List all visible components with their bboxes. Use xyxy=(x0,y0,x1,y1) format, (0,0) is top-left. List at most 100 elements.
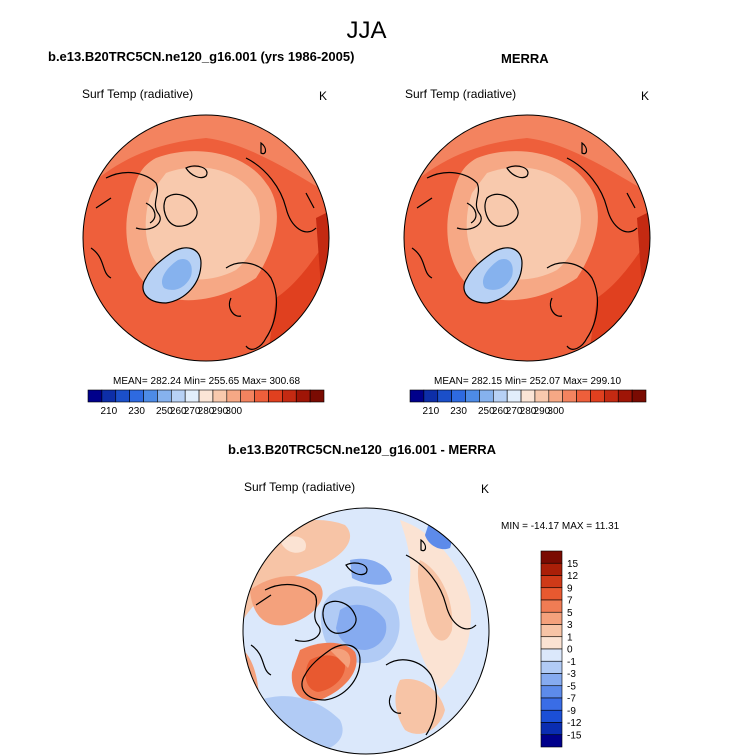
diff-colorbar-label: -7 xyxy=(567,694,576,705)
right-map-field xyxy=(404,115,650,361)
left-colorbar-swatch xyxy=(295,389,311,403)
diff-colorbar-swatch xyxy=(540,660,563,674)
diff-colorbar-swatch xyxy=(540,611,563,625)
right-colorbar-swatch xyxy=(451,389,466,403)
right-colorbar-tick-label: 280 xyxy=(520,406,537,417)
diff-colorbar-swatch xyxy=(540,673,563,687)
right-colorbar-tick-label: 210 xyxy=(422,406,439,417)
right-colorbar-swatch xyxy=(506,389,522,403)
diff-colorbar-label: 3 xyxy=(567,620,573,631)
left-colorbar-tick-label: 230 xyxy=(128,406,145,417)
left-colorbar-swatch xyxy=(115,389,130,403)
right-colorbar-swatch xyxy=(548,389,564,403)
diff-colorbar-label: 0 xyxy=(567,645,573,656)
diff-colorbar-swatch xyxy=(540,636,563,650)
left-colorbar-swatch xyxy=(309,389,325,403)
left-units-label: K xyxy=(319,89,328,103)
left-colorbar-swatch xyxy=(240,389,255,403)
right-colorbar-swatch xyxy=(465,389,480,403)
diff-colorbar-swatch xyxy=(540,722,563,736)
left-colorbar-tick-label: 210 xyxy=(100,406,117,417)
diff-colorbar-label: 15 xyxy=(567,559,579,570)
right-colorbar-tick-label: 270 xyxy=(506,406,523,417)
diff-colorbar-swatch xyxy=(540,697,563,711)
diff-colorbar-label: 1 xyxy=(567,632,573,643)
right-colorbar-swatch xyxy=(423,389,439,403)
left-map-field xyxy=(83,115,329,361)
left-colorbar-swatch xyxy=(198,389,214,403)
right-colorbar-swatch xyxy=(590,389,605,403)
left-colorbar-swatch xyxy=(268,389,283,403)
left-colorbar-swatch xyxy=(101,389,117,403)
diff-colorbar-swatch xyxy=(540,648,563,662)
left-colorbar-tick-label: 300 xyxy=(225,406,242,417)
diff-units-label: K xyxy=(481,482,490,496)
right-colorbar-swatch xyxy=(479,389,494,403)
right-colorbar-swatch xyxy=(520,389,536,403)
right-colorbar-swatch xyxy=(492,389,508,403)
left-colorbar-tick-label: 280 xyxy=(198,406,215,417)
left-colorbar-swatch xyxy=(282,389,297,403)
right-colorbar-tick-label: 250 xyxy=(478,406,495,417)
diff-colorbar-swatch xyxy=(540,709,563,723)
right-colorbar-swatch xyxy=(617,389,633,403)
diff-colorbar-swatch xyxy=(540,734,563,748)
diff-panel-title: b.e13.B20TRC5CN.ne120_g16.001 - MERRA xyxy=(228,442,497,457)
right-colorbar-swatch xyxy=(562,389,577,403)
right-variable-label: Surf Temp (radiative) xyxy=(405,87,517,101)
right-colorbar-tick-label: 260 xyxy=(492,406,509,417)
diff-colorbar-label: -12 xyxy=(567,718,582,729)
left-colorbar-tick-label: 270 xyxy=(184,406,201,417)
diff-colorbar-label: 5 xyxy=(567,608,573,619)
left-panel-title: b.e13.B20TRC5CN.ne120_g16.001 (yrs 1986-… xyxy=(48,49,355,64)
diff-colorbar-swatch xyxy=(540,587,563,601)
diff-colorbar-label: -15 xyxy=(567,730,582,741)
right-colorbar-swatch xyxy=(631,389,647,403)
left-colorbar-swatch xyxy=(157,389,172,403)
left-colorbar-tick-label: 290 xyxy=(212,406,229,417)
left-map-border xyxy=(82,114,330,362)
left-colorbar-tick-label: 250 xyxy=(156,406,173,417)
diff-colorbar-swatch xyxy=(540,624,563,638)
right-colorbar-swatch xyxy=(409,389,425,403)
diff-colorbar-swatch xyxy=(540,550,563,564)
left-colorbar-swatch xyxy=(143,389,158,403)
diff-colorbar-label: -5 xyxy=(567,681,576,692)
diff-colorbar-swatch xyxy=(540,575,563,589)
right-colorbar-swatch xyxy=(576,389,591,403)
left-colorbar-swatch xyxy=(226,389,242,403)
diff-colorbar-label: 7 xyxy=(567,596,573,607)
right-colorbar-tick-label: 300 xyxy=(547,406,564,417)
diff-colorbar-label: 9 xyxy=(567,583,573,594)
diff-colorbar-label: -3 xyxy=(567,669,576,680)
left-colorbar-swatch xyxy=(170,389,186,403)
diff-colorbar-label: 12 xyxy=(567,571,579,582)
diff-variable-label: Surf Temp (radiative) xyxy=(244,480,356,494)
right-colorbar-tick-label: 230 xyxy=(450,406,467,417)
left-colorbar-swatch xyxy=(184,389,200,403)
diff-colorbar-label: -1 xyxy=(567,657,576,668)
left-colorbar-swatch xyxy=(254,389,269,403)
right-stats: MEAN= 282.15 Min= 252.07 Max= 299.10 xyxy=(434,376,622,387)
right-panel-title: MERRA xyxy=(501,51,549,66)
diff-colorbar-swatch xyxy=(540,599,563,613)
figure-title: JJA xyxy=(346,17,387,44)
left-colorbar-swatch xyxy=(87,389,103,403)
right-colorbar-swatch xyxy=(604,389,619,403)
right-map-border xyxy=(403,114,651,362)
diff-map-border xyxy=(242,507,490,755)
right-colorbar-swatch xyxy=(534,389,550,403)
diff-colorbar-label: -9 xyxy=(567,706,576,717)
right-colorbar-swatch xyxy=(437,389,452,403)
left-colorbar-swatch xyxy=(129,389,144,403)
diff-stats: MIN = -14.17 MAX = 11.31 xyxy=(501,521,620,532)
left-stats: MEAN= 282.24 Min= 255.65 Max= 300.68 xyxy=(113,376,301,387)
left-colorbar-tick-label: 260 xyxy=(170,406,187,417)
right-units-label: K xyxy=(641,89,650,103)
left-colorbar-swatch xyxy=(212,389,228,403)
diff-colorbar-swatch xyxy=(540,685,563,699)
